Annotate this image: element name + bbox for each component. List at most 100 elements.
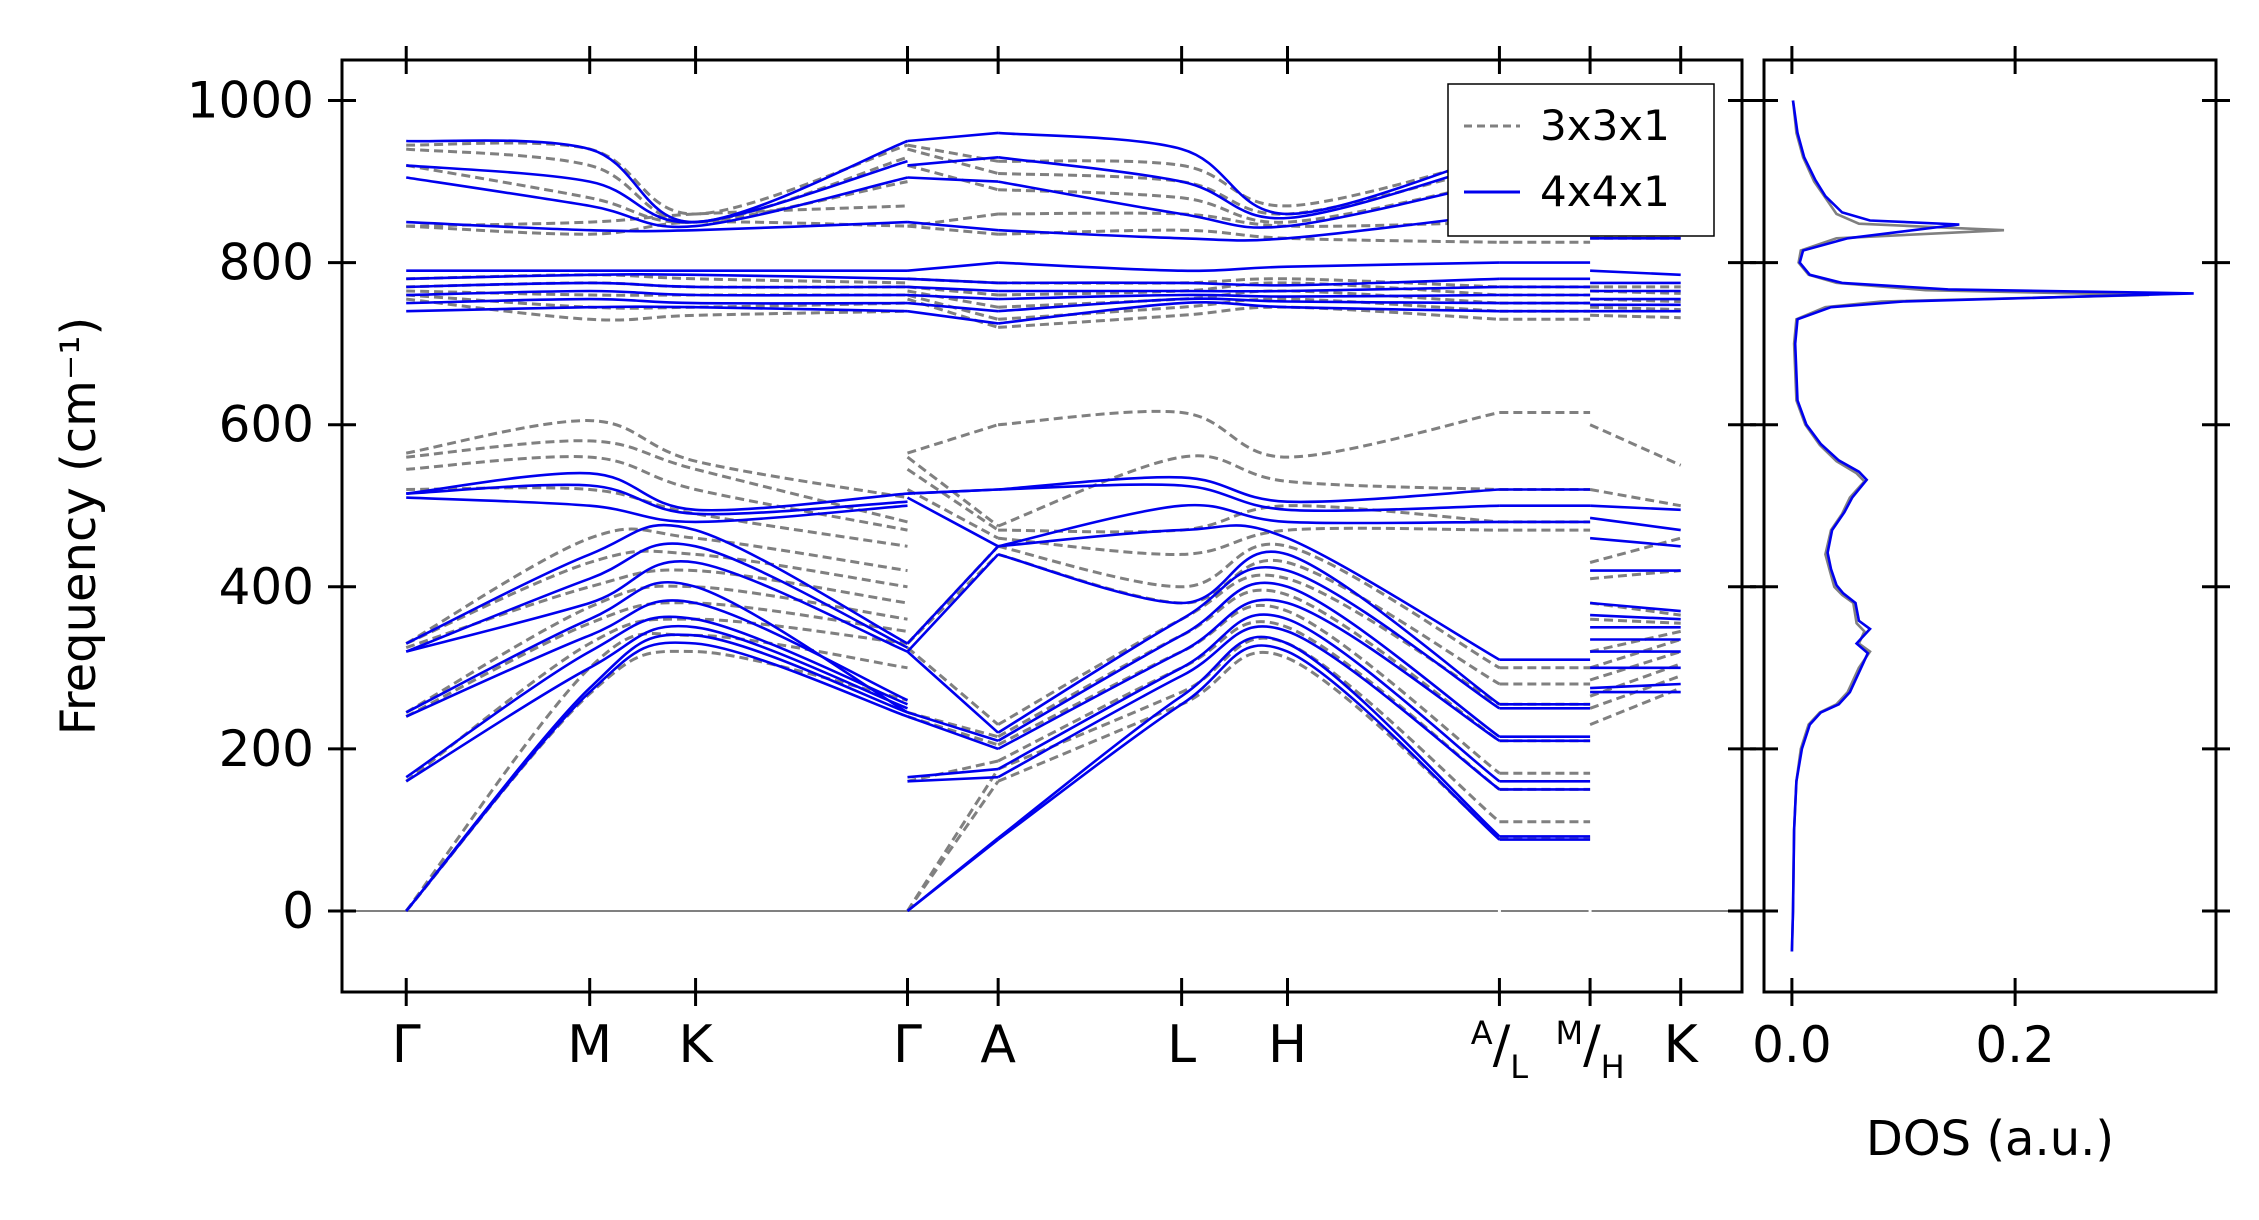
band-3x3x1-14-seg1 xyxy=(907,289,999,309)
band-4x4x1-12-seg0 xyxy=(406,305,908,313)
band-4x4x1-10-seg0 xyxy=(406,483,908,516)
band-3x3x1-21-seg0 xyxy=(406,141,908,216)
x-tick-label-6: H xyxy=(1268,1015,1307,1075)
band-4x4x1-6-seg2 xyxy=(997,565,1501,734)
band-4x4x1-19-seg1 xyxy=(907,176,999,183)
band-4x4x1-20-seg1 xyxy=(907,156,999,167)
band-4x4x1-7-seg0 xyxy=(405,542,909,653)
band-4x4x1-17-seg4 xyxy=(1590,269,1681,277)
band-4x4x1-12-seg2 xyxy=(997,301,1500,325)
band-4x4x1-13-seg0 xyxy=(406,297,908,305)
y-tick-label-0: 0 xyxy=(282,882,314,940)
band-4x4x1-3-seg2 xyxy=(997,613,1501,783)
band-3x3x1-17-seg0 xyxy=(406,220,908,236)
band-4x4x1-2-seg1 xyxy=(907,775,999,783)
band-3x3x1-3-seg2 xyxy=(997,604,1501,775)
band-4x4x1-0-seg2 xyxy=(997,644,1501,841)
band-4x4x1-15-seg1 xyxy=(907,285,999,293)
band-3x3x1-0-seg1 xyxy=(906,780,1000,912)
x-tick-label-3: Γ xyxy=(893,1015,922,1075)
band-3x3x1-0-seg0 xyxy=(405,649,908,912)
y-tick-label-1000: 1000 xyxy=(187,72,314,130)
y-axis-label: Frequency (cm⁻¹) xyxy=(51,317,107,735)
band-4x4x1-9-seg0 xyxy=(406,496,908,524)
band-3x3x1-0-seg2 xyxy=(997,650,1501,840)
band-4x4x1-2-seg0 xyxy=(405,624,908,783)
band-3x3x1-10-seg2 xyxy=(997,454,1500,528)
band-3x3x1-14-seg0 xyxy=(406,289,908,297)
band-4x4x1-5-seg2 xyxy=(997,581,1501,742)
band-3x3x1-12-seg1 xyxy=(907,297,999,329)
x-tick-label-4: A xyxy=(980,1015,1016,1075)
dispersion-frame xyxy=(340,58,1744,994)
band-4x4x1-1-seg4 xyxy=(1590,682,1681,690)
band-3x3x1-7-seg2 xyxy=(997,542,1501,670)
band-4x4x1-17-seg2 xyxy=(998,261,1500,273)
x-tick-label-8: M/H xyxy=(1555,1014,1624,1086)
band-3x3x1-11-seg2 xyxy=(998,409,1500,459)
band-4x4x1-8-seg2 xyxy=(997,524,1501,661)
y-tick-label-600: 600 xyxy=(219,396,314,454)
band-4x4x1-21-seg1 xyxy=(907,131,999,143)
band-3x3x1-13-seg4 xyxy=(1590,305,1681,312)
band-3x3x1-5-seg2 xyxy=(997,573,1501,726)
band-4x4x1-12-seg1 xyxy=(907,309,999,325)
band-4x4x1-11-seg2 xyxy=(998,475,1500,504)
band-3x3x1-6-seg2 xyxy=(997,552,1501,686)
band-3x3x1-20-seg2 xyxy=(998,163,1500,216)
band-3x3x1-3-seg4 xyxy=(1589,650,1682,682)
band-3x3x1-2-seg0 xyxy=(405,617,908,783)
band-3x3x1-10-seg0 xyxy=(406,439,908,524)
band-4x4x1-4-seg2 xyxy=(997,598,1501,751)
band-4x4x1-8-seg0 xyxy=(405,523,909,645)
legend-box xyxy=(1447,83,1715,237)
band-3x3x1-0-seg4 xyxy=(1589,686,1682,726)
band-4x4x1-13-seg2 xyxy=(998,297,1500,313)
band-4x4x1-7-seg1 xyxy=(906,553,1000,653)
band-4x4x1-21-seg2 xyxy=(997,131,1500,216)
x-tick-label-2: K xyxy=(679,1015,715,1075)
band-4x4x1-6-seg0 xyxy=(405,560,909,653)
band-3x3x1-1-seg1 xyxy=(906,768,1000,912)
band-4x4x1-18-seg2 xyxy=(998,212,1500,242)
band-4x4x1-5-seg1 xyxy=(907,711,999,743)
band-4x4x1-14-seg0 xyxy=(406,289,908,297)
dos-x-axis-label: DOS (a.u.) xyxy=(1866,1111,2114,1167)
x-tick-label-1: M xyxy=(567,1015,612,1075)
band-4x4x1-8-seg1 xyxy=(906,545,1000,645)
band-3x3x1-20-seg0 xyxy=(406,147,908,224)
band-4x4x1-16-seg0 xyxy=(406,272,908,281)
band-4x4x1-9-seg1 xyxy=(906,496,999,548)
band-3x3x1-2-seg4 xyxy=(1589,662,1682,698)
band-3x3x1-21-seg1 xyxy=(907,143,999,163)
band-3x3x1-18-seg0 xyxy=(406,204,908,228)
x-tick-label-5: L xyxy=(1167,1015,1196,1075)
band-3x3x1-7-seg0 xyxy=(405,527,908,645)
band-4x4x1-7-seg2 xyxy=(997,550,1501,706)
band-3x3x1-16-seg0 xyxy=(406,273,908,285)
band-3x3x1-19-seg2 xyxy=(998,180,1500,224)
band-3x3x1-5-seg1 xyxy=(906,646,1000,726)
band-3x3x1-19-seg1 xyxy=(907,163,999,192)
band-3x3x1-17-seg2 xyxy=(998,228,1500,244)
band-4x4x1-4-seg1 xyxy=(907,715,999,751)
y-tick-label-400: 400 xyxy=(219,558,314,616)
band-3x3x1-9-seg1 xyxy=(906,468,999,532)
band-4x4x1-20-seg0 xyxy=(406,160,908,224)
band-4x4x1-21-seg0 xyxy=(406,139,908,224)
band-3x3x1-8-seg1 xyxy=(906,488,999,540)
dos-frame xyxy=(1762,58,2218,994)
legend-label-4x4x1: 4x4x1 xyxy=(1540,167,1670,216)
band-3x3x1-14-seg2 xyxy=(998,289,1500,309)
band-3x3x1-16-seg2 xyxy=(998,277,1500,289)
band-3x3x1-12-seg4 xyxy=(1590,313,1681,320)
band-3x3x1-1-seg2 xyxy=(997,636,1501,823)
band-4x4x1-13-seg1 xyxy=(907,301,999,313)
band-4x4x1-16-seg2 xyxy=(998,277,1500,287)
band-4x4x1-18-seg0 xyxy=(406,220,908,233)
band-3x3x1-13-seg2 xyxy=(998,297,1500,321)
legend-label-3x3x1: 3x3x1 xyxy=(1540,101,1670,150)
band-4x4x1-10-seg4 xyxy=(1589,516,1681,532)
band-3x3x1-11-seg0 xyxy=(405,419,908,500)
